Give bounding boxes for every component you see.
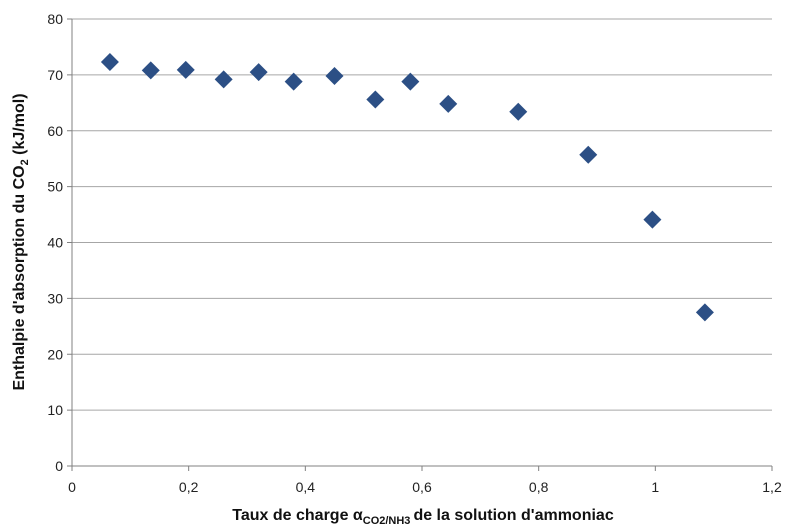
x-axis-title: Taux de charge αCO2/NH3 de la solution d'…: [232, 507, 614, 526]
y-tick-labels: 0 10 20 30 40 50 60 70 80: [47, 11, 63, 474]
data-point: [325, 66, 344, 85]
y-tick-label: 0: [55, 458, 63, 474]
data-point: [366, 90, 385, 109]
y-tick-label: 40: [47, 235, 63, 251]
data-point: [509, 102, 528, 121]
data-point: [695, 303, 714, 322]
x-tick-label: 0,8: [529, 479, 549, 495]
data-point: [176, 60, 195, 79]
gridlines: [72, 18, 772, 411]
x-tick-label: 0,6: [412, 479, 432, 495]
data-points: [100, 53, 714, 322]
data-point: [439, 94, 458, 113]
data-point: [214, 70, 233, 89]
data-point: [141, 61, 160, 80]
x-tick-label: 0: [68, 479, 76, 495]
axes: [67, 18, 773, 471]
data-point: [284, 72, 303, 91]
x-tick-label: 0,2: [179, 479, 199, 495]
data-point: [249, 63, 268, 82]
y-tick-label: 80: [47, 11, 63, 27]
y-tick-label: 70: [47, 67, 63, 83]
y-tick-label: 10: [47, 402, 63, 418]
data-point: [401, 72, 420, 91]
x-tick-label: 1,2: [762, 479, 782, 495]
y-axis-title: Enthalpie d'absorption du CO2 (kJ/mol): [11, 93, 31, 390]
data-point: [100, 53, 119, 72]
x-tick-label: 1: [651, 479, 659, 495]
data-point: [579, 145, 598, 164]
y-tick-label: 30: [47, 290, 63, 306]
y-tick-label: 50: [47, 179, 63, 195]
x-tick-label: 0,4: [296, 479, 316, 495]
data-point: [643, 210, 662, 229]
y-tick-label: 60: [47, 123, 63, 139]
y-tick-label: 20: [47, 346, 63, 362]
x-tick-labels: 0 0,2 0,4 0,6 0,8 1 1,2: [68, 479, 782, 495]
